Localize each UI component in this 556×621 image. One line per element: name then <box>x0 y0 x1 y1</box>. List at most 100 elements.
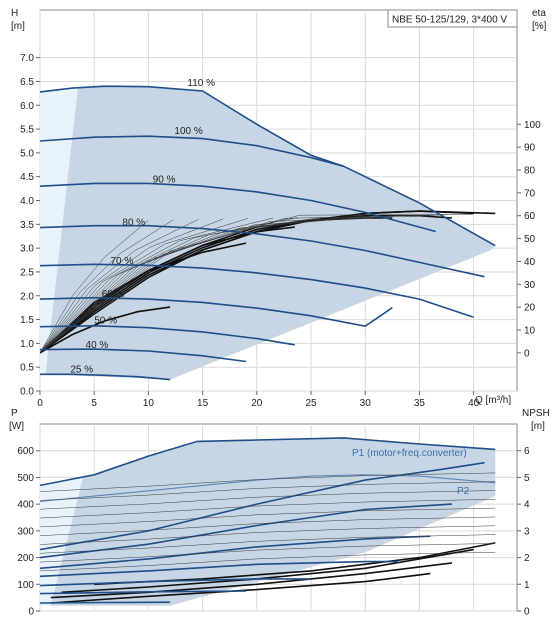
power-curve <box>40 461 485 551</box>
y2-tick-label: 0 <box>524 348 530 359</box>
efficiency-curve <box>40 306 171 354</box>
head-curve-label: 70 % <box>110 256 133 267</box>
x-tick-label: 30 <box>360 398 372 409</box>
head-curve <box>40 135 344 167</box>
p-tick-label: 500 <box>17 473 34 484</box>
title-box <box>387 9 518 28</box>
h-axis-unit: [m] <box>11 21 25 32</box>
p-tick-label: 300 <box>17 526 34 537</box>
efficiency-guide-curve <box>40 217 274 353</box>
q-axis-label: Q [m³/h] <box>475 395 511 406</box>
head-curve-label: 110 % <box>187 78 215 89</box>
head-curve <box>40 324 295 346</box>
npsh-tick-label: 3 <box>524 526 530 537</box>
y2-tick-label: 80 <box>524 165 536 176</box>
p-tick-label: 0 <box>28 607 34 618</box>
y2-tick-label: 100 <box>524 120 541 131</box>
y-tick-label: 6.5 <box>20 77 34 88</box>
efficiency-guide-curve <box>40 218 249 353</box>
eta-axis-ticks: 0 10 20 30 40 50 60 70 80 90 100 <box>517 120 541 359</box>
efficiency-guide-curve <box>40 214 473 353</box>
head-curve-label: 25 % <box>70 364 93 375</box>
y2-tick-label: 10 <box>524 325 536 336</box>
x-tick-label: 15 <box>197 398 209 409</box>
y2-tick-label: 30 <box>524 280 536 291</box>
head-curve-label: 60 % <box>102 289 125 300</box>
y-tick-label: 4.5 <box>20 172 34 183</box>
y-tick-label: 0.0 <box>20 387 34 398</box>
head-curve <box>40 263 474 318</box>
power-guide-curve <box>40 499 496 519</box>
npsh-curve <box>50 562 453 599</box>
y2-tick-label: 40 <box>524 257 536 268</box>
y-tick-label: 1.0 <box>20 339 34 350</box>
head-curve-labels: 110 % 100 % 90 % 80 % 70 % 60 % 50 % 40 % 25 % <box>70 78 215 375</box>
power-curve <box>40 535 431 570</box>
head-chart: 110 % 100 % 90 % 80 % 70 % 60 % 50 % 40 % 25 % 0… <box>11 8 547 409</box>
p1-series-label: P1 (motor+freq.converter) <box>352 448 467 459</box>
head-curve <box>40 85 496 247</box>
y2-tick-label: 60 <box>524 211 536 222</box>
x-tick-label: 35 <box>414 398 426 409</box>
y2-tick-label: 20 <box>524 303 536 314</box>
power-guide-curve <box>40 516 496 536</box>
y-tick-label: 4.0 <box>20 196 34 207</box>
power-guide-curve <box>40 534 496 554</box>
p-axis-label: P <box>11 408 18 419</box>
y-tick-label: 2.0 <box>20 291 34 302</box>
p2-series-label: P2 <box>457 486 470 497</box>
x-tick-label: 10 <box>143 398 155 409</box>
p-tick-label: 200 <box>17 553 34 564</box>
p-tick-label: 100 <box>17 580 34 591</box>
power-curve <box>40 560 398 578</box>
head-curve-label: 40 % <box>86 340 109 351</box>
x-tick-label: 5 <box>91 398 97 409</box>
power-curve <box>40 437 496 487</box>
chart-title: NBE 50-125/129, 3*400 V <box>392 15 507 26</box>
efficiency-guide-curve <box>40 220 149 353</box>
npsh-axis-unit: [m] <box>531 421 545 432</box>
head-curve-label: 100 % <box>174 126 202 137</box>
y2-tick-label: 70 <box>524 188 536 199</box>
efficiency-guide-curve <box>40 219 174 353</box>
power-curve <box>40 590 247 595</box>
head-curve <box>40 224 485 278</box>
power-guide-curve <box>40 481 496 501</box>
npsh-tick-label: 5 <box>524 473 530 484</box>
y2-tick-label: 90 <box>524 143 536 154</box>
npsh-tick-label: 1 <box>524 580 530 591</box>
power-curve <box>40 601 171 604</box>
head-curve <box>40 182 436 233</box>
npsh-tick-label: 4 <box>524 500 530 511</box>
h-axis-label: H <box>11 8 18 19</box>
head-curve <box>40 296 393 328</box>
y-tick-label: 6.0 <box>20 101 34 112</box>
power-guide-curve <box>40 490 496 510</box>
power-curve <box>40 503 453 559</box>
efficiency-guide-curve <box>40 218 224 353</box>
head-operating-region <box>45 86 496 380</box>
power-operating-region <box>50 437 496 606</box>
npsh-axis-ticks: 0 1 2 3 4 5 6 <box>517 446 530 618</box>
y-tick-label: 5.0 <box>20 148 34 159</box>
p-tick-label: 400 <box>17 500 34 511</box>
x-tick-label: 20 <box>251 398 263 409</box>
power-curves <box>40 437 496 604</box>
y-tick-label: 1.5 <box>20 315 34 326</box>
head-curve <box>40 373 171 381</box>
y-tick-label: 3.0 <box>20 244 34 255</box>
power-guide-curve <box>40 525 496 545</box>
x-tick-label: 25 <box>305 398 317 409</box>
npsh-tick-label: 6 <box>524 446 530 457</box>
efficiency-curves <box>40 210 496 354</box>
p-axis-ticks: 0 100 200 300 400 500 600 <box>17 446 40 618</box>
head-curve-label: 90 % <box>153 174 176 185</box>
q-axis-ticks: 0 5 10 15 20 25 30 35 40 <box>37 391 480 409</box>
power-curve <box>40 578 311 587</box>
y-tick-label: 5.5 <box>20 125 34 136</box>
p-axis-unit: [W] <box>9 421 24 432</box>
y-tick-label: 3.5 <box>20 220 34 231</box>
power-guide-curve <box>40 507 496 528</box>
npsh-axis-label: NPSH <box>522 408 550 419</box>
